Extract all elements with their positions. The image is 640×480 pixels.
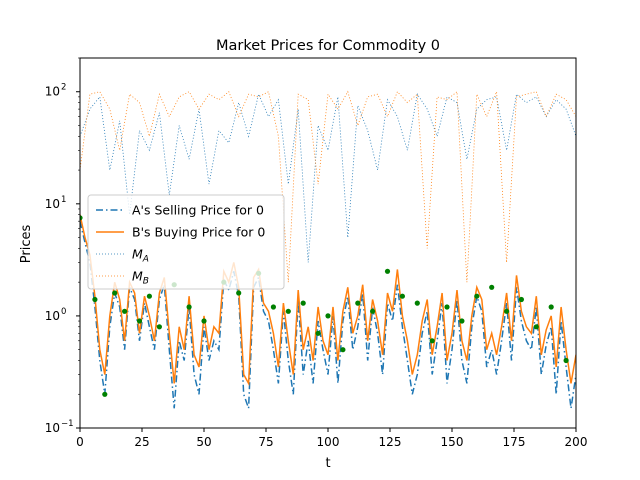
x-tick-label: 150	[441, 435, 464, 449]
scatter-point	[370, 308, 376, 314]
x-tick-label: 0	[76, 435, 84, 449]
scatter-point	[340, 347, 346, 353]
legend-box	[87, 194, 285, 290]
x-tick-label: 75	[258, 435, 273, 449]
scatter-point	[102, 391, 108, 397]
legend-label: MA	[132, 247, 149, 265]
legend-label: A's Selling Price for 0	[132, 203, 264, 218]
y-tick-label: 10	[45, 85, 60, 99]
scatter-point	[80, 215, 83, 221]
scatter-point	[399, 293, 405, 299]
scatter-point	[186, 304, 192, 310]
scatter-point	[270, 304, 276, 310]
x-tick-label: 50	[196, 435, 211, 449]
scatter-point	[489, 284, 495, 290]
legend-label: MB	[132, 269, 149, 287]
scatter-point	[325, 313, 331, 319]
scatter-point	[122, 308, 128, 314]
scatter-point	[236, 290, 242, 296]
series-line-2	[80, 92, 576, 263]
scatter-point	[201, 318, 207, 324]
scatter-point	[355, 300, 361, 306]
scatter-point	[563, 357, 569, 364]
scatter-point	[315, 330, 321, 336]
x-tick-label: 100	[317, 435, 340, 449]
scatter-point	[459, 318, 465, 324]
chart-title: Market Prices for Commodity 0	[216, 38, 440, 54]
scatter-point	[444, 304, 450, 310]
scatter-point	[300, 300, 306, 306]
scatter-point	[146, 293, 152, 299]
scatter-point	[92, 296, 98, 303]
scatter-point	[429, 338, 435, 344]
x-tick-label: 125	[379, 435, 402, 449]
scatter-point	[533, 324, 539, 330]
x-axis: 0 25 50 75 100 125 150 175 200	[76, 428, 587, 449]
x-tick-label: 25	[134, 435, 149, 449]
x-axis-label: t	[325, 456, 330, 471]
scatter-point	[112, 290, 118, 296]
scatter-point	[518, 296, 525, 303]
y-tick-exponent: 2	[61, 83, 66, 93]
series-line-0	[80, 221, 576, 409]
x-tick-label: 200	[565, 435, 588, 449]
scatter-point	[156, 324, 162, 330]
y-axis-label: Prices	[19, 225, 34, 264]
scatter-point	[474, 293, 480, 299]
y-tick-label: 10	[45, 421, 60, 435]
scatter-point	[504, 308, 510, 314]
y-tick-exponent: 1	[61, 195, 66, 205]
x-tick-label: 175	[503, 435, 526, 449]
scatter-point	[548, 304, 554, 310]
legend-label: B's Buying Price for 0	[132, 225, 265, 240]
y-tick-label: 10	[45, 197, 60, 211]
scatter-point	[285, 308, 291, 314]
y-tick-label: 10	[45, 309, 60, 323]
legend: A's Selling Price for 0 B's Buying Price …	[87, 194, 285, 290]
y-tick-exponent: −1	[61, 419, 74, 429]
scatter-point	[384, 268, 391, 274]
scatter-point	[414, 300, 420, 306]
y-tick-exponent: 0	[61, 307, 66, 317]
scatter-point	[136, 318, 143, 324]
